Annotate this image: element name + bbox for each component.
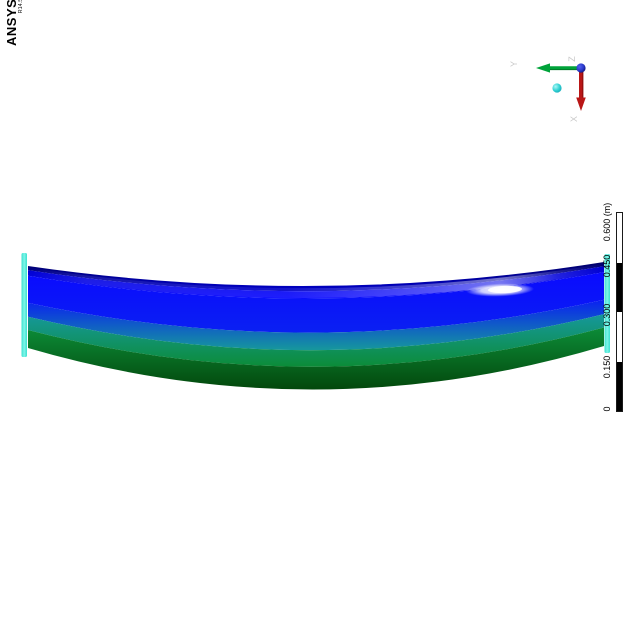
deformed-beam-model[interactable] — [28, 262, 604, 390]
scale-ruler-segment — [617, 262, 622, 312]
triad-x-label: X — [569, 116, 579, 122]
scale-ruler-segment — [617, 312, 622, 362]
scale-tick-label: 0 — [602, 406, 612, 412]
contour-band-green — [28, 327, 604, 390]
left-support-edge[interactable] — [21, 253, 28, 357]
triad-z-axis-sphere[interactable] — [576, 63, 586, 73]
scale-tick-label: 0.450 — [602, 254, 612, 278]
scale-ruler — [616, 212, 623, 412]
beam-specular-highlight-core — [488, 285, 522, 294]
triad-y-label: Y — [509, 61, 519, 67]
triad-widget[interactable]: Y Z X — [509, 56, 586, 122]
beam-top-face-sheen — [28, 263, 604, 298]
triad-x-axis-arrow[interactable] — [576, 71, 586, 111]
scale-tick-label: 0.300 — [602, 303, 612, 327]
scale-tick-label: 0.150 — [602, 355, 612, 379]
contour-band-blue — [28, 272, 604, 333]
scale-ruler-segment — [617, 213, 622, 263]
triad-y-axis-arrow[interactable] — [536, 63, 580, 73]
scale-tick-label: 0.600 (m) — [602, 202, 612, 242]
contour-band-blue-teal — [28, 299, 604, 351]
triad-z-label: Z — [567, 56, 577, 62]
triad-iso-ball[interactable] — [552, 83, 562, 93]
scale-ruler-segment — [617, 361, 622, 411]
right-support-edge[interactable] — [604, 254, 611, 353]
contour-band-teal-green — [28, 314, 604, 367]
